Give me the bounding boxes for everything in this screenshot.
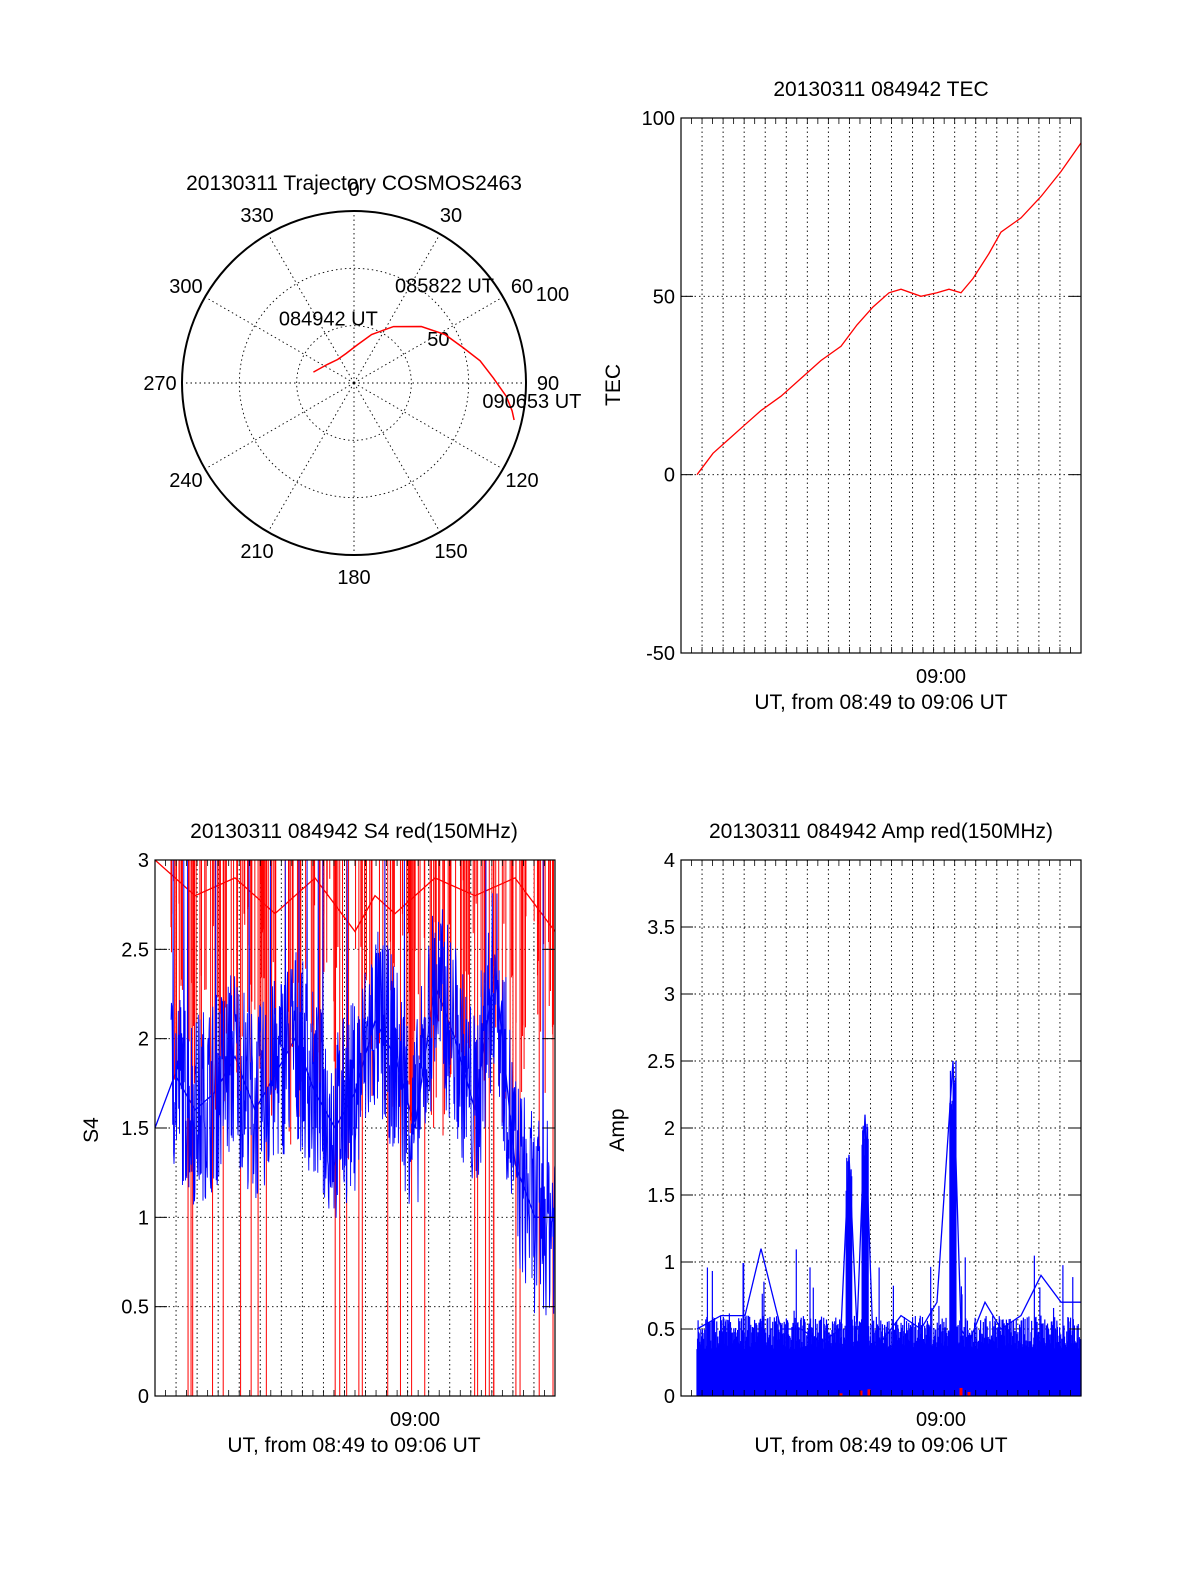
y-tick-label: 2.5 (647, 1051, 675, 1073)
tec-title: 20130311 084942 TEC (773, 78, 988, 101)
amp-y-ticks: 0 0.5 1 1.5 2 2.5 3 3.5 4 (647, 850, 1081, 1408)
tec-y-label: TEC (602, 364, 625, 406)
y-tick-label: 0 (664, 465, 675, 487)
x-tick-label: 09:00 (916, 666, 966, 688)
polar-angle-label: 330 (240, 205, 273, 227)
polar-spoke (353, 382, 504, 470)
polar-angle-label: 60 (511, 276, 533, 298)
amp-x-ticks: 09:00 (916, 1409, 966, 1431)
y-tick-label: 0 (664, 1386, 675, 1408)
trajectory-plot: 20130311 Trajectory COSMOS2463 0 30 60 90 12… (143, 172, 581, 589)
amp-x-label: UT, from 08:49 to 09:06 UT (754, 1434, 1007, 1457)
trajectory-track-line (313, 325, 515, 421)
amp-title: 20130311 084942 Amp red(150MHz) (709, 820, 1053, 843)
y-tick-label: 0 (138, 1386, 149, 1408)
tec-y-ticks: -50 0 50 100 (642, 108, 1081, 665)
trajectory-annotations: 084942 UT 085822 UT 090653 UT (279, 275, 582, 413)
y-tick-label: 2 (664, 1118, 675, 1140)
amp-plot: 20130311 084942 Amp red(150MHz) 0 0.5 1 1.5… (606, 820, 1082, 1457)
polar-spoke (267, 382, 355, 533)
s4-title: 20130311 084942 S4 red(150MHz) (190, 820, 518, 843)
polar-spoke (204, 382, 355, 470)
y-tick-label: 3.5 (647, 917, 675, 939)
y-tick-label: 2.5 (121, 939, 149, 961)
y-tick-label: 3 (138, 850, 149, 872)
tec-series (696, 142, 1082, 476)
polar-angle-label: 90 (537, 373, 559, 395)
y-tick-label: -50 (646, 643, 675, 665)
polar-spoke (204, 296, 355, 384)
polar-angle-label: 240 (169, 470, 202, 492)
polar-radial-label: 100 (536, 284, 569, 306)
x-tick-label: 09:00 (390, 1409, 440, 1431)
polar-angle-label: 150 (434, 541, 467, 563)
series-line (696, 1060, 1081, 1344)
s4-x-label: UT, from 08:49 to 09:06 UT (227, 1434, 480, 1457)
y-tick-label: 3 (664, 984, 675, 1006)
tec-x-label: UT, from 08:49 to 09:06 UT (754, 691, 1007, 714)
polar-spoke (353, 233, 441, 384)
tec-grid (681, 118, 1081, 653)
trajectory-annotation: 090653 UT (482, 391, 581, 413)
y-tick-label: 1 (138, 1207, 149, 1229)
polar-ring (296, 325, 412, 441)
polar-spoke (353, 382, 441, 533)
polar-angle-label: 300 (169, 276, 202, 298)
y-tick-label: 100 (642, 108, 675, 130)
y-tick-label: 1 (664, 1252, 675, 1274)
s4-x-ticks: 09:00 (390, 1409, 440, 1431)
amp-series (696, 1060, 1082, 1396)
y-tick-label: 1.5 (121, 1118, 149, 1140)
trajectory-title: 20130311 Trajectory COSMOS2463 (186, 172, 522, 195)
trajectory-annotation: 084942 UT (279, 308, 378, 330)
s4-y-label: S4 (80, 1117, 103, 1143)
polar-spoke (353, 296, 504, 384)
s4-plot: 20130311 084942 S4 red(150MHz) 0 0.5 1 1.5 2… (80, 820, 556, 1457)
y-tick-label: 2 (138, 1029, 149, 1051)
polar-angle-label: 180 (337, 567, 370, 589)
x-tick-label: 09:00 (916, 1409, 966, 1431)
tec-x-ticks: 09:00 (916, 666, 966, 688)
polar-spoke (267, 233, 355, 384)
amp-y-label: Amp (606, 1108, 629, 1151)
polar-angle-labels: 0 30 60 90 120 150 180 210 240 270 300 330 (143, 179, 559, 589)
y-tick-label: 50 (653, 286, 675, 308)
polar-angle-label: 210 (240, 541, 273, 563)
s4-blue-noise (170, 859, 556, 1316)
polar-angle-label: 270 (143, 373, 176, 395)
y-tick-label: 0.5 (121, 1297, 149, 1319)
s4-series (154, 859, 556, 1396)
y-tick-label: 4 (664, 850, 675, 872)
series-line (696, 142, 1082, 476)
y-tick-label: 0.5 (647, 1319, 675, 1341)
polar-angle-label: 30 (440, 205, 462, 227)
tec-plot: 20130311 084942 TEC -50 0 50 100 09:00 UT, … (602, 78, 1082, 714)
trajectory-annotation: 085822 UT (395, 275, 494, 297)
polar-grid (182, 211, 526, 555)
polar-angle-label: 120 (505, 470, 538, 492)
tec-frame (680, 117, 1082, 654)
polar-angle-label: 0 (348, 179, 359, 201)
y-tick-label: 1.5 (647, 1185, 675, 1207)
s4-y-ticks: 0 0.5 1 1.5 2 2.5 3 (121, 850, 555, 1408)
